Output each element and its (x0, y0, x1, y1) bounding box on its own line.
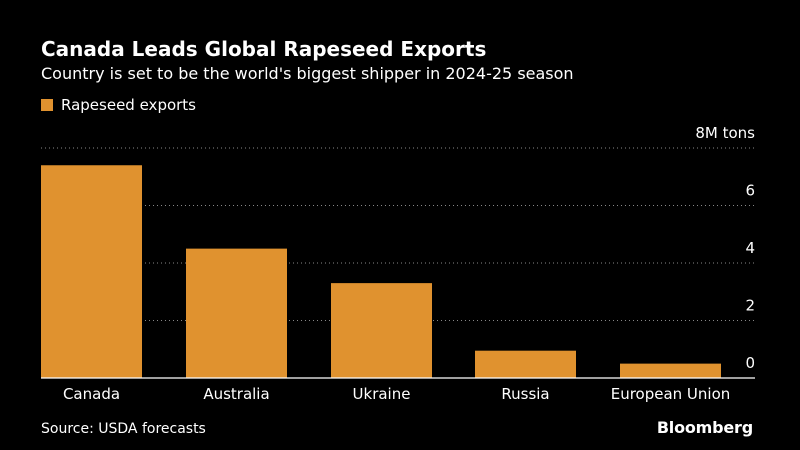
chart-title: Canada Leads Global Rapeseed Exports (41, 37, 487, 61)
bar-ukraine (331, 283, 432, 378)
x-tick-label: Russia (501, 385, 549, 403)
bar-russia (475, 350, 576, 378)
bar-australia (186, 248, 287, 378)
x-tick-label: Canada (63, 385, 120, 403)
y-tick-label: 6 (745, 182, 755, 200)
legend: Rapeseed exports (41, 96, 196, 114)
legend-swatch (41, 99, 53, 111)
legend-label: Rapeseed exports (61, 96, 196, 114)
x-tick-label: Ukraine (353, 385, 411, 403)
bar-european-union (620, 363, 721, 378)
x-tick-label: European Union (611, 385, 731, 403)
y-tick-label: 8M tons (695, 124, 755, 142)
source-note: Source: USDA forecasts (41, 421, 206, 437)
x-tick-label: Australia (203, 385, 269, 403)
y-tick-label: 4 (745, 239, 755, 257)
bloomberg-logo: Bloomberg (656, 418, 753, 437)
chart-subtitle: Country is set to be the world's biggest… (41, 64, 574, 83)
y-tick-label: 2 (745, 297, 755, 315)
y-tick-label: 0 (745, 354, 755, 372)
bar-canada (41, 165, 142, 378)
